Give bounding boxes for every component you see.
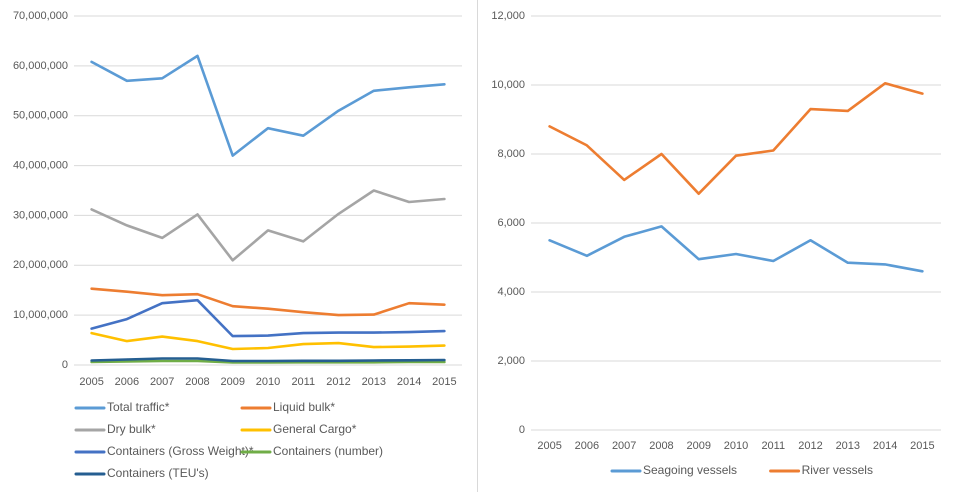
series-line-containers-teu-s bbox=[90, 357, 446, 363]
y-axis-tick-label: 4,000 bbox=[497, 286, 525, 298]
y-axis-tick-label: 6,000 bbox=[497, 217, 525, 229]
x-axis-tick-label: 2015 bbox=[432, 376, 456, 388]
x-axis-tick-label: 2008 bbox=[649, 440, 673, 452]
y-axis-tick-label: 50,000,000 bbox=[13, 110, 68, 122]
x-axis-tick-label: 2009 bbox=[220, 376, 244, 388]
x-axis-tick-label: 2010 bbox=[724, 440, 748, 452]
x-axis-tick-label: 2014 bbox=[873, 440, 897, 452]
y-axis-tick-label: 12,000 bbox=[491, 10, 525, 22]
cargo-traffic-plot: 0 10,000,000 20,000,000 30,000,000 40,000,00… bbox=[13, 10, 462, 480]
x-axis-tick-label: 2006 bbox=[115, 376, 139, 388]
y-axis-tick-label: 8,000 bbox=[497, 148, 525, 160]
series-line-total-traffic bbox=[90, 54, 446, 157]
legend-label-general-cargo: General Cargo* bbox=[273, 422, 357, 436]
x-axis-tick-label: 2013 bbox=[362, 376, 386, 388]
y-axis-tick-label: 30,000,000 bbox=[13, 209, 68, 221]
x-axis-tick-label: 2009 bbox=[686, 440, 710, 452]
x-axis-tick-label: 2008 bbox=[185, 376, 209, 388]
x-axis-tick-label: 2012 bbox=[326, 376, 350, 388]
series-line-seagoing-vessels bbox=[548, 225, 924, 273]
x-axis-tick-label: 2014 bbox=[397, 376, 421, 388]
legend-label-river-vessels: River vessels bbox=[802, 463, 873, 477]
y-axis-tick-label: 10,000 bbox=[491, 79, 525, 91]
y-axis-tick-label: 70,000,000 bbox=[13, 10, 68, 22]
x-axis-tick-label: 2005 bbox=[79, 376, 103, 388]
y-axis-tick-label: 0 bbox=[519, 424, 525, 436]
vessel-count-plot: 0 2,000 4,000 6,000 8,000 10,000 12,000 2005 200… bbox=[491, 10, 941, 477]
legend-label-containers-number: Containers (number) bbox=[273, 444, 383, 458]
x-axis-tick-label: 2010 bbox=[256, 376, 280, 388]
x-axis-tick-label: 2012 bbox=[798, 440, 822, 452]
x-axis-tick-label: 2007 bbox=[612, 440, 636, 452]
series-line-containers-number bbox=[90, 359, 446, 364]
series-line-containers-gross-weight bbox=[90, 298, 446, 338]
legend-label-containers-teu-s: Containers (TEU's) bbox=[107, 466, 209, 480]
x-axis-tick-label: 2015 bbox=[910, 440, 934, 452]
series-line-dry-bulk bbox=[90, 189, 446, 262]
y-axis-tick-label: 2,000 bbox=[497, 355, 525, 367]
x-axis-tick-label: 2011 bbox=[761, 440, 785, 452]
legend-label-seagoing-vessels: Seagoing vessels bbox=[643, 463, 737, 477]
y-axis-tick-label: 0 bbox=[62, 359, 68, 371]
series-line-liquid-bulk bbox=[90, 287, 446, 317]
x-axis-tick-label: 2011 bbox=[291, 376, 315, 388]
legend-label-dry-bulk: Dry bulk* bbox=[107, 422, 156, 436]
y-axis-tick-label: 20,000,000 bbox=[13, 259, 68, 271]
cargo-traffic-chart: 0 10,000,000 20,000,000 30,000,000 40,000,00… bbox=[0, 0, 477, 492]
x-axis-tick-label: 2007 bbox=[150, 376, 174, 388]
x-axis-tick-label: 2005 bbox=[537, 440, 561, 452]
legend-label-total-traffic: Total traffic* bbox=[107, 400, 170, 414]
y-axis-tick-label: 60,000,000 bbox=[13, 60, 68, 72]
y-axis-tick-label: 10,000,000 bbox=[13, 309, 68, 321]
legend-label-liquid-bulk: Liquid bulk* bbox=[273, 400, 335, 414]
x-axis-tick-label: 2006 bbox=[575, 440, 599, 452]
x-axis-tick-label: 2013 bbox=[836, 440, 860, 452]
vessel-count-chart: 0 2,000 4,000 6,000 8,000 10,000 12,000 2005 200… bbox=[478, 0, 958, 492]
y-axis-tick-label: 40,000,000 bbox=[13, 159, 68, 171]
series-line-general-cargo bbox=[90, 331, 446, 351]
series-line-river-vessels bbox=[548, 82, 924, 195]
chart-divider bbox=[477, 0, 478, 492]
legend-label-containers-gross-weight: Containers (Gross Weight)* bbox=[107, 444, 254, 458]
